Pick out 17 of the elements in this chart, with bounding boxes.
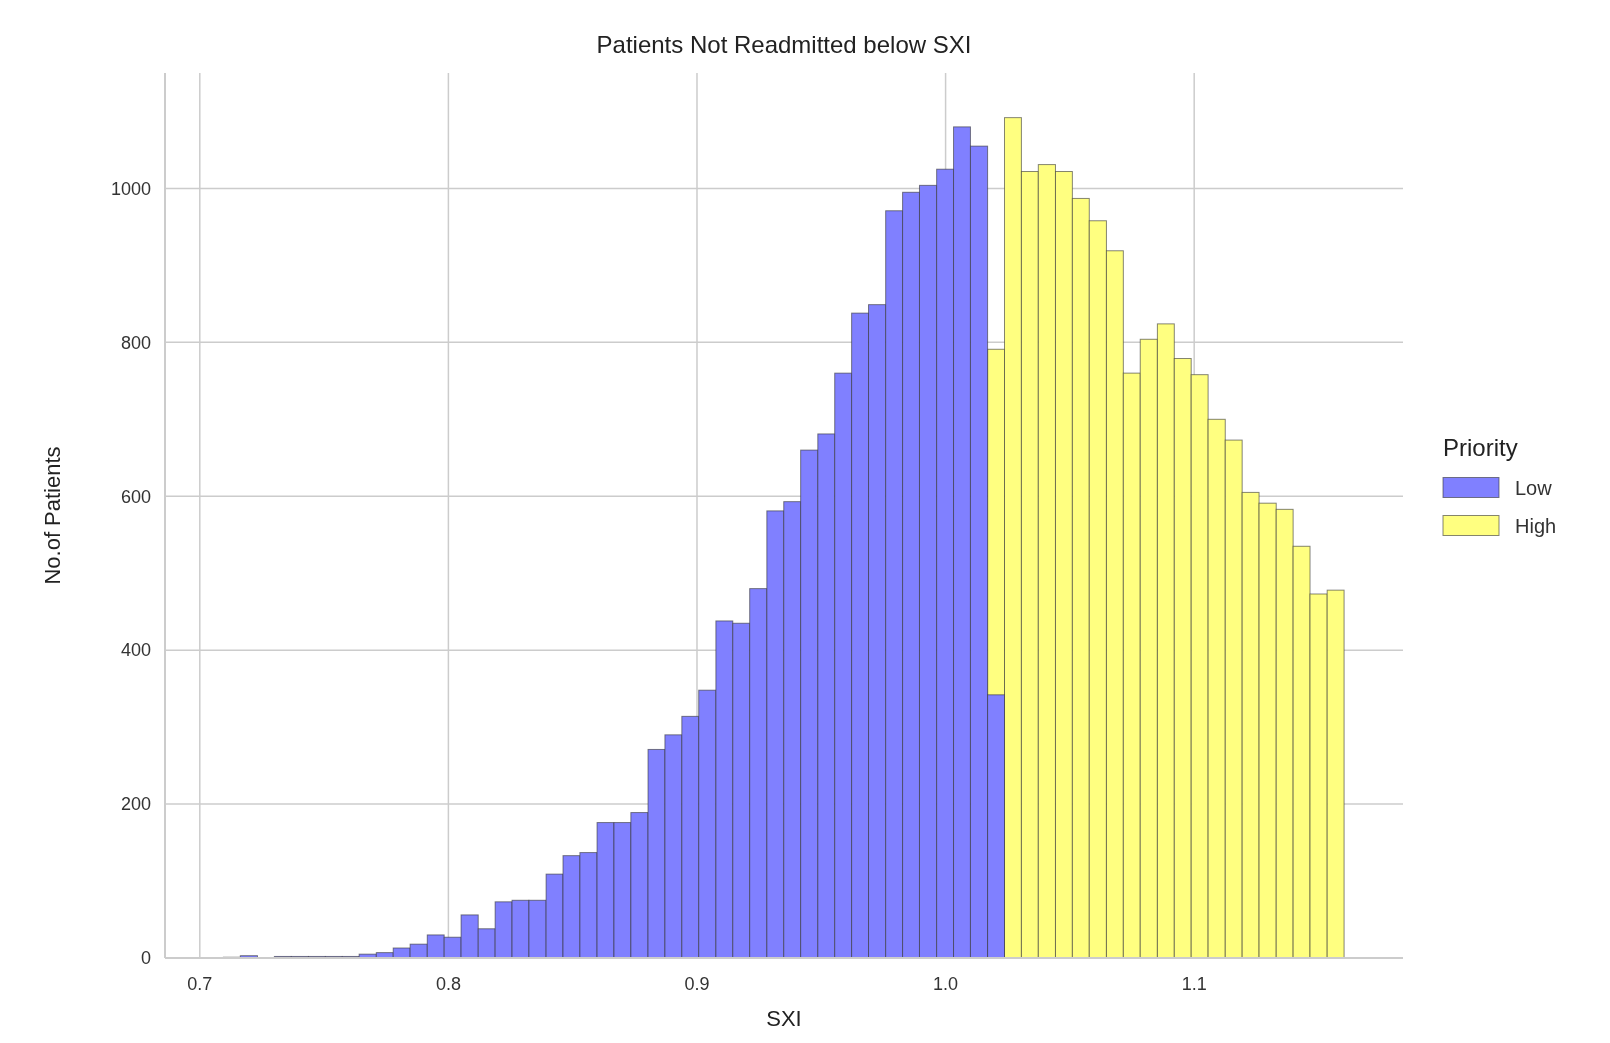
y-tick-label: 200	[120, 794, 151, 815]
legend-label: High	[1515, 514, 1557, 537]
x-tick-label: 0.8	[435, 974, 461, 994]
x-tick-label: 0.7	[187, 974, 213, 994]
x-tick-label: 1.1	[1181, 974, 1207, 994]
y-tick-label: 0	[140, 948, 151, 969]
x-tick-label: 1.0	[933, 974, 959, 994]
x-tick-label: 0.9	[684, 974, 710, 994]
y-tick-label: 1000	[110, 178, 151, 199]
legend-title: Priority	[1443, 433, 1518, 461]
x-axis-title: SXI	[766, 1006, 802, 1031]
chart-title: Patients Not Readmitted below SXI	[596, 31, 972, 58]
y-tick-label: 800	[120, 332, 151, 353]
y-tick-label: 600	[120, 486, 151, 507]
y-axis-title: No.of Patients	[40, 446, 65, 585]
y-tick-label: 400	[120, 640, 151, 661]
legend-label: Low	[1515, 476, 1553, 499]
